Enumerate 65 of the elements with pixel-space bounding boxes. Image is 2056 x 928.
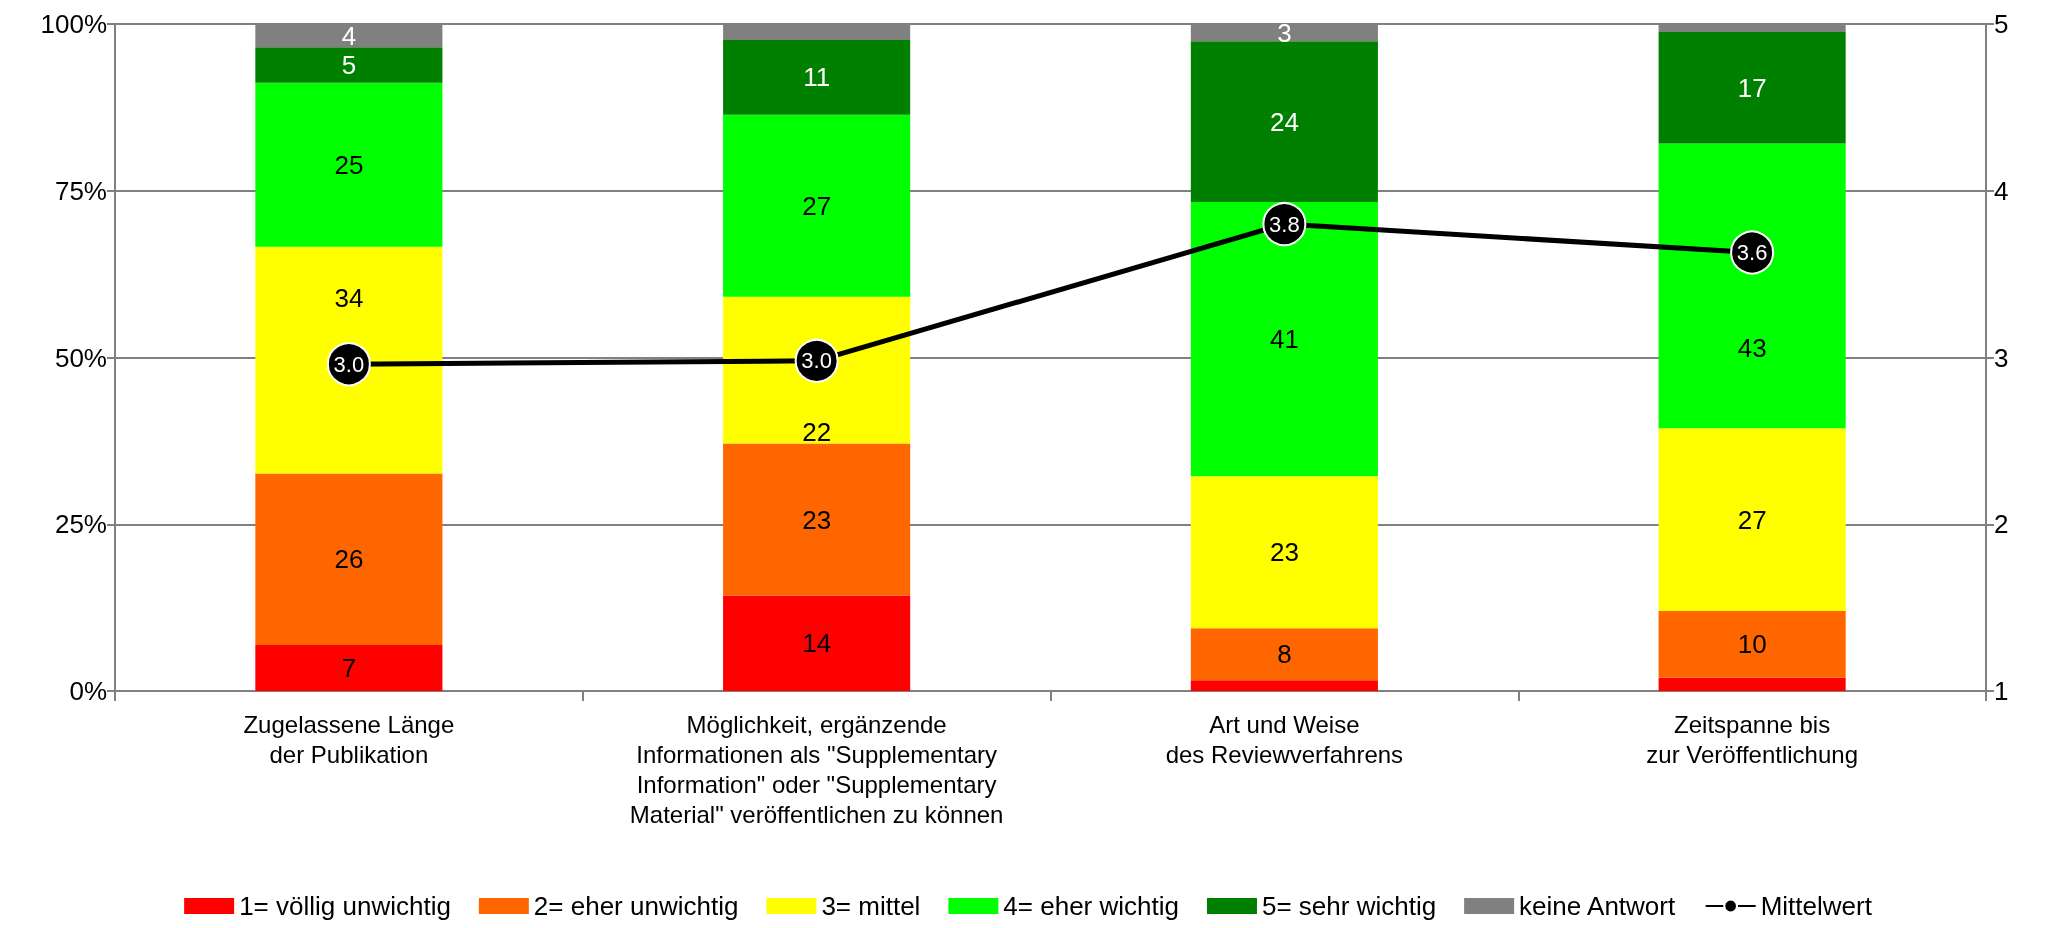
y-tick-label: 0% [69,676,107,706]
legend-label: 4= eher wichtig [1003,891,1179,921]
data-label: 25 [334,149,364,180]
bar [1190,476,1378,629]
data-label: 5 [341,50,357,81]
bar [1658,32,1846,144]
data-label: 24 [1269,106,1299,137]
legend-label: 3= mittel [821,891,921,921]
data-label: 43 [1737,332,1767,363]
bar [1190,628,1378,681]
bar [723,595,911,691]
data-label: 3.0 [801,348,832,374]
bar [1658,677,1846,691]
data-label: 7 [341,652,357,683]
data-label: 14 [802,628,832,659]
bar [1190,41,1378,203]
data-label: 23 [802,504,832,535]
data-label: 26 [334,544,364,575]
data-label: 23 [1269,537,1299,568]
y2-tick-label: 2 [1994,509,2009,540]
data-label: 17 [1737,72,1767,103]
data-label: 41 [1269,324,1299,355]
x-tick-label: Möglichkeit, ergänzende Informationen als "Supplementary Information" oder "Supplementary Material" veröffentlichen zu können [629,710,1004,828]
y-tick-label: 25% [54,509,107,540]
bar [1190,202,1378,477]
bar [255,473,443,645]
y-tick-label: 100% [40,9,107,39]
legend-label: keine Antwort [1519,891,1676,921]
x-tick-label: Zeitspanne bis zur Veröffentlichung [1646,710,1858,768]
x-tick-label: Art und Weise des Reviewverfahrens [1165,710,1404,768]
legend-label: 1= völlig unwichtig [239,891,451,921]
legend-label: Mittelwert [1760,891,1873,921]
bar [255,246,443,474]
bar [255,82,443,247]
bar [723,40,911,115]
bar [1658,428,1846,611]
bar [723,296,911,444]
bar [1658,143,1846,429]
legend-label: 2= eher unwichtig [533,891,739,921]
data-label: 3 [1277,17,1292,48]
legend-label: 5= sehr wichtig [1261,891,1437,921]
y2-tick-label: 4 [1994,175,2009,206]
y-tick-label: 75% [54,175,107,206]
data-label: 10 [1737,629,1767,660]
y2-tick-label: 3 [1994,342,2009,373]
bar [723,443,911,596]
data-label: 22 [802,417,832,448]
data-label: 11 [803,62,831,93]
x-tick-label: Zugelassene Länge der Publikation [243,710,455,768]
data-label: 27 [1737,504,1767,535]
bar [723,114,911,297]
y-tick-label: 50% [54,342,107,373]
data-label: 4 [341,20,357,51]
bar [255,644,443,691]
data-label: 27 [802,190,832,221]
data-label: 8 [1277,639,1292,670]
y2-tick-label: 5 [1994,9,2009,39]
bar [1190,680,1378,691]
bar [1658,610,1846,678]
data-label: 34 [334,283,364,314]
data-label: 3.0 [333,351,365,377]
data-label: 3.6 [1736,239,1768,265]
bar [255,47,443,83]
y2-tick-label: 1 [1994,676,2009,706]
data-label: 3.8 [1269,211,1300,237]
